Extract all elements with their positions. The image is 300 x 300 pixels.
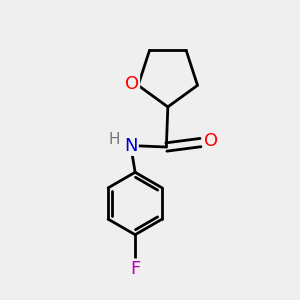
Text: F: F — [130, 260, 140, 278]
Text: O: O — [124, 75, 139, 93]
Text: O: O — [204, 132, 218, 150]
Text: N: N — [124, 136, 137, 154]
Text: H: H — [109, 131, 120, 146]
